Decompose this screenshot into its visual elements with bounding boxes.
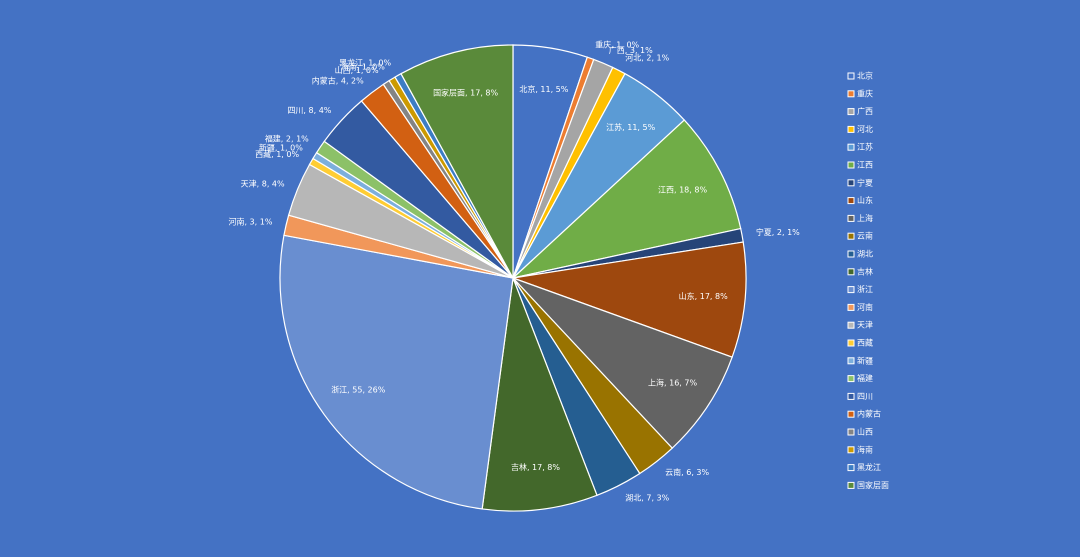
data-label: 河南, 3, 1% (228, 217, 272, 227)
data-label: 吉林, 17, 8% (511, 462, 560, 472)
legend-label: 黑龙江 (857, 462, 881, 472)
data-label: 西藏, 1, 0% (255, 149, 299, 159)
legend-swatch (847, 303, 855, 311)
pie-slice (512, 277, 733, 449)
legend-swatch (847, 410, 855, 418)
pie-slice (510, 119, 742, 280)
data-label: 江西, 18, 8% (658, 185, 707, 194)
data-label: 广西, 3, 1% (609, 45, 653, 55)
legend-swatch (847, 90, 855, 98)
legend-swatch (847, 446, 855, 454)
legend-label: 山东 (857, 195, 873, 205)
legend-swatch (847, 428, 855, 436)
legend-swatch (847, 392, 855, 400)
data-label: 天津, 8, 4% (241, 178, 285, 188)
legend-swatch (847, 232, 855, 240)
data-label: 海南, 1, 0% (341, 61, 385, 71)
data-label: 上海, 16, 7% (648, 378, 697, 388)
data-label: 福建, 2, 1% (265, 134, 309, 144)
data-label: 重庆, 1, 0% (595, 40, 639, 50)
legend-swatch (847, 339, 855, 347)
legend-swatch (847, 250, 855, 258)
legend-label: 新疆 (857, 355, 873, 365)
data-label: 新疆, 1, 0% (259, 143, 303, 153)
data-label: 黑龙江, 1, 0% (339, 58, 391, 68)
legend-swatch (847, 214, 855, 222)
data-label: 山西, 1, 0% (335, 65, 379, 75)
legend-label: 河南 (857, 302, 873, 312)
legend-label: 浙江 (857, 284, 873, 294)
legend-swatch (847, 72, 855, 80)
pie-slice (512, 241, 747, 358)
data-label: 国家层面, 17, 8% (433, 87, 498, 97)
legend-label: 吉林 (857, 266, 873, 276)
legend-label: 国家层面 (857, 480, 889, 490)
data-label: 浙江, 55, 26% (331, 385, 386, 395)
legend-label: 江西 (857, 161, 873, 170)
legend-swatch (847, 143, 855, 151)
pie-slice (481, 277, 598, 512)
data-label: 四川, 8, 4% (287, 106, 331, 115)
legend-swatch (847, 464, 855, 472)
data-label: 宁夏, 2, 1% (756, 227, 800, 237)
data-label: 江苏, 11, 5% (606, 122, 655, 132)
legend-swatch (847, 197, 855, 205)
legend-label: 海南 (857, 444, 873, 454)
legend-label: 重庆 (857, 88, 873, 98)
data-label: 山东, 17, 8% (679, 291, 728, 301)
data-label: 北京, 11, 5% (519, 84, 568, 94)
legend-label: 内蒙古 (857, 409, 881, 419)
legend-label: 天津 (857, 320, 873, 330)
legend-swatch (847, 108, 855, 116)
legend-swatch (847, 357, 855, 365)
legend-label: 西藏 (857, 338, 873, 348)
legend-swatch (847, 375, 855, 383)
legend-swatch (847, 125, 855, 133)
legend-label: 宁夏 (857, 177, 873, 187)
legend-label: 山西 (857, 427, 873, 437)
data-label: 内蒙古, 4, 2% (312, 76, 364, 86)
pie-slice (279, 234, 514, 510)
legend-label: 河北 (857, 124, 873, 134)
data-label: 河北, 2, 1% (625, 53, 669, 63)
legend-label: 福建 (857, 373, 873, 383)
legend-label: 上海 (857, 213, 873, 223)
data-label: 湖北, 7, 3% (625, 493, 669, 502)
legend-swatch (847, 321, 855, 329)
legend-swatch (847, 161, 855, 169)
legend-label: 广西 (857, 106, 873, 116)
legend-label: 四川 (857, 392, 873, 401)
pie-slice (400, 44, 514, 279)
legend-swatch (847, 286, 855, 294)
legend-label: 北京 (857, 71, 873, 81)
legend-swatch (847, 268, 855, 276)
legend-label: 江苏 (857, 142, 873, 152)
legend-label: 云南 (857, 231, 873, 241)
legend-swatch (847, 481, 855, 489)
legend-label: 湖北 (857, 250, 873, 259)
data-label: 云南, 6, 3% (665, 467, 709, 477)
legend-swatch (847, 179, 855, 187)
